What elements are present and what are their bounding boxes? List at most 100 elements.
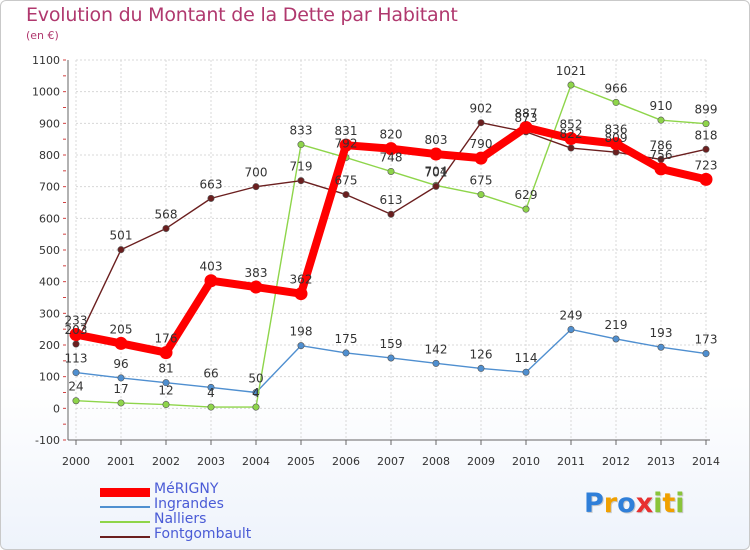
data-point (432, 182, 440, 190)
y-tick-label: 0 (53, 402, 60, 415)
data-label: 700 (245, 166, 268, 180)
data-point (567, 81, 575, 89)
data-point (474, 151, 488, 165)
data-point (207, 194, 215, 202)
unit-label: (en €) (26, 29, 59, 42)
y-tick-label: 1000 (32, 86, 60, 99)
data-point (339, 138, 353, 152)
data-label: 175 (335, 332, 358, 346)
data-label: 675 (470, 174, 493, 188)
chart-title: Evolution du Montant de la Dette par Hab… (26, 4, 458, 26)
data-label: 203 (65, 323, 88, 337)
x-tick-label: 2001 (107, 455, 135, 468)
data-label: 24 (68, 380, 83, 394)
x-tick-label: 2005 (287, 455, 315, 468)
data-label: 723 (695, 158, 718, 172)
y-tick-label: 500 (39, 244, 60, 257)
data-point (522, 205, 530, 213)
logo-letter: x (635, 488, 654, 519)
data-label: 756 (650, 148, 673, 162)
data-label: 12 (158, 384, 173, 398)
x-tick-label: 2014 (692, 455, 720, 468)
x-tick-label: 2012 (602, 455, 630, 468)
legend-swatch (100, 488, 150, 497)
data-label: 17 (113, 382, 128, 396)
data-label: 701 (425, 165, 448, 179)
data-label: 219 (605, 318, 628, 332)
data-point (72, 340, 80, 348)
data-label: 205 (110, 322, 133, 336)
logo-letter: i (653, 488, 663, 519)
data-label: 748 (380, 150, 403, 164)
data-label: 159 (380, 337, 403, 351)
data-point (252, 183, 260, 191)
data-label: 790 (470, 137, 493, 151)
legend-swatch (100, 506, 150, 508)
data-label: 809 (605, 131, 628, 145)
y-tick-label: 400 (39, 276, 60, 289)
data-point (72, 369, 80, 377)
data-point (252, 403, 260, 411)
logo-letter: P (584, 488, 604, 519)
data-label: 233 (65, 314, 88, 328)
data-label: 4 (207, 386, 215, 400)
data-point (117, 399, 125, 407)
x-tick-label: 2006 (332, 455, 360, 468)
data-point (204, 274, 218, 288)
data-label: 675 (335, 174, 358, 188)
data-point (297, 141, 305, 149)
data-point (162, 379, 170, 387)
y-tick-label: 900 (39, 117, 60, 130)
data-label: 663 (200, 177, 223, 191)
logo-letter: t (662, 488, 676, 519)
data-point (297, 177, 305, 185)
data-label: 568 (155, 207, 178, 221)
data-label: 966 (605, 81, 628, 95)
data-label: 4 (252, 386, 260, 400)
data-point (297, 342, 305, 350)
data-label: 142 (425, 342, 448, 356)
proxiti-logo: Proxiti (584, 488, 685, 519)
x-tick-label: 2009 (467, 455, 495, 468)
data-point (207, 403, 215, 411)
data-label: 173 (695, 333, 718, 347)
data-point (612, 335, 620, 343)
data-label: 822 (560, 127, 583, 141)
y-tick-label: 100 (39, 371, 60, 384)
data-label: 198 (290, 325, 313, 339)
data-point (477, 191, 485, 199)
data-point (294, 287, 308, 301)
legend-swatch (100, 536, 150, 538)
data-point (69, 328, 83, 342)
data-point (612, 98, 620, 106)
data-point (657, 116, 665, 124)
legend-label: Nalliers (154, 511, 207, 527)
x-tick-label: 2013 (647, 455, 675, 468)
y-tick-label: 1100 (32, 54, 60, 67)
legend-label: MéRIGNY (154, 481, 219, 497)
data-point (159, 346, 173, 360)
data-point (654, 162, 668, 176)
data-label: 176 (155, 332, 178, 346)
data-point (702, 350, 710, 358)
data-point (384, 142, 398, 156)
data-label: 629 (515, 188, 538, 202)
data-point (702, 120, 710, 128)
x-tick-label: 2011 (557, 455, 585, 468)
data-label: 1021 (556, 64, 587, 78)
data-label: 719 (290, 160, 313, 174)
data-point (117, 374, 125, 382)
data-point (429, 147, 443, 161)
data-label: 873 (515, 111, 538, 125)
data-point (117, 246, 125, 254)
data-label: 126 (470, 347, 493, 361)
data-label: 910 (650, 99, 673, 113)
y-tick-label: 700 (39, 181, 60, 194)
data-label: 803 (425, 133, 448, 147)
x-tick-label: 2000 (62, 455, 90, 468)
data-label: 902 (470, 102, 493, 116)
data-label: 899 (695, 103, 718, 117)
data-label: 818 (695, 128, 718, 142)
legend-label: Fontgombault (154, 526, 252, 542)
data-label: 96 (113, 357, 128, 371)
